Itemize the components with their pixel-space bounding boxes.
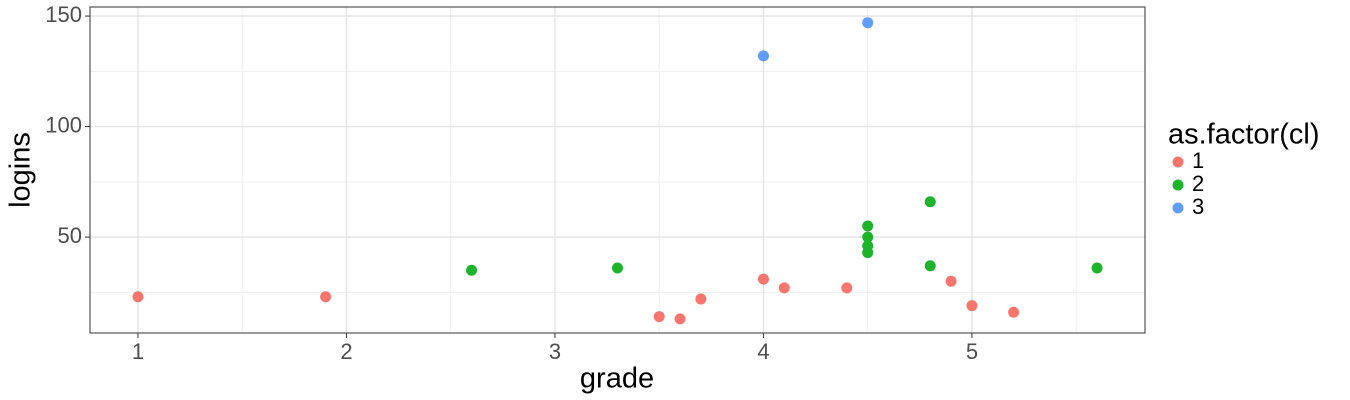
point [757,50,769,62]
point [924,260,936,272]
legend-label: 2 [1192,171,1204,196]
legend-marker [1172,202,1184,214]
point [966,300,978,312]
point [695,293,707,305]
point [945,275,957,287]
point [862,17,874,29]
point [674,313,686,325]
point [757,273,769,285]
legend-label: 1 [1192,148,1204,173]
x-tick-label: 3 [549,339,561,364]
point [778,282,790,294]
legend-marker [1172,179,1184,191]
point [612,262,623,274]
y-tick-label: 50 [58,223,82,248]
plot-panel [90,7,1145,333]
y-axis-title: logins [5,132,37,208]
point [653,311,665,323]
plot-border [89,6,1146,334]
x-tick-label: 2 [340,339,352,364]
y-tick-label: 100 [45,112,82,137]
x-axis-title: grade [580,363,654,395]
x-tick-label: 1 [132,339,144,364]
point [132,291,144,303]
marks [132,17,1103,325]
point [862,247,874,259]
point [1008,306,1020,318]
x-tick-label: 5 [966,339,978,364]
legend-title: as.factor(cl) [1168,119,1319,151]
point [924,196,936,208]
x-tick-label: 4 [757,339,769,364]
point [862,220,874,232]
point [841,282,853,294]
point [320,291,332,303]
legend-marker [1172,156,1184,168]
point [862,231,874,243]
point [1091,262,1103,274]
legend-label: 3 [1192,194,1204,219]
point [466,264,478,276]
y-tick-label: 150 [45,2,82,27]
